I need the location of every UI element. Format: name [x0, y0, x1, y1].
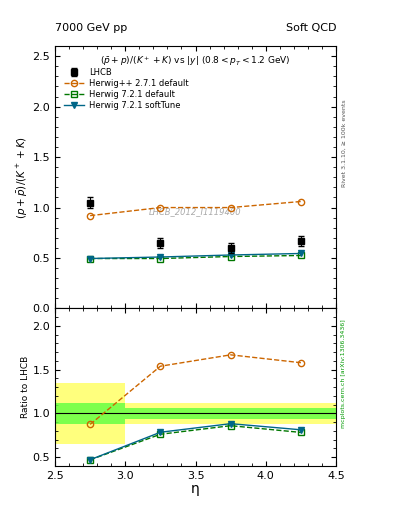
Herwig 7.2.1 softTune	[299, 250, 303, 257]
Herwig 7.2.1 default	[158, 255, 163, 262]
Herwig 7.2.1 default	[299, 252, 303, 259]
Line: Herwig++ 2.7.1 default: Herwig++ 2.7.1 default	[87, 198, 304, 219]
Text: $(\bar{p}+p)/(K^++K)$ vs $|y|$ $(0.8 < p_T < 1.2$ GeV$)$: $(\bar{p}+p)/(K^++K)$ vs $|y|$ $(0.8 < p…	[100, 54, 291, 68]
Herwig 7.2.1 softTune	[158, 254, 163, 260]
Herwig 7.2.1 softTune	[228, 252, 233, 258]
Legend: LHCB, Herwig++ 2.7.1 default, Herwig 7.2.1 default, Herwig 7.2.1 softTune: LHCB, Herwig++ 2.7.1 default, Herwig 7.2…	[62, 66, 190, 112]
Text: 7000 GeV pp: 7000 GeV pp	[55, 23, 127, 33]
Y-axis label: Ratio to LHCB: Ratio to LHCB	[20, 356, 29, 418]
Herwig 7.2.1 default	[228, 253, 233, 260]
Text: LHCB_2012_I1119400: LHCB_2012_I1119400	[149, 207, 242, 216]
Herwig 7.2.1 default	[88, 255, 92, 262]
Herwig++ 2.7.1 default	[158, 204, 163, 210]
Y-axis label: $(p+\bar{p})/(K^+ + K)$: $(p+\bar{p})/(K^+ + K)$	[15, 136, 29, 219]
X-axis label: η: η	[191, 482, 200, 496]
Herwig++ 2.7.1 default	[228, 204, 233, 210]
Text: mcplots.cern.ch [arXiv:1306.3436]: mcplots.cern.ch [arXiv:1306.3436]	[342, 319, 346, 428]
Herwig 7.2.1 softTune	[88, 255, 92, 262]
Line: Herwig 7.2.1 default: Herwig 7.2.1 default	[87, 252, 304, 262]
Herwig++ 2.7.1 default	[299, 199, 303, 205]
Herwig++ 2.7.1 default	[88, 212, 92, 219]
Text: Rivet 3.1.10, ≥ 100k events: Rivet 3.1.10, ≥ 100k events	[342, 99, 346, 187]
Text: Soft QCD: Soft QCD	[286, 23, 336, 33]
Line: Herwig 7.2.1 softTune: Herwig 7.2.1 softTune	[87, 250, 304, 262]
